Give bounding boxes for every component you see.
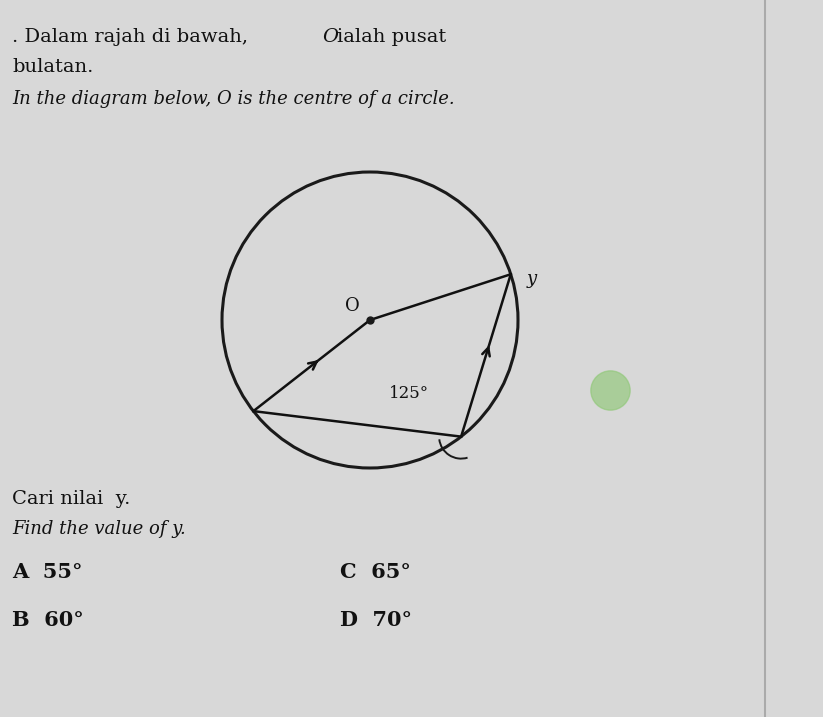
Text: 125°: 125°	[389, 384, 429, 402]
Text: ialah pusat: ialah pusat	[337, 28, 446, 46]
Text: Cari nilai  y.: Cari nilai y.	[12, 490, 130, 508]
Text: . Dalam rajah di bawah,: . Dalam rajah di bawah,	[12, 28, 248, 46]
Text: C  65°: C 65°	[340, 562, 411, 582]
Text: B  60°: B 60°	[12, 610, 84, 630]
Text: y: y	[527, 270, 537, 288]
Text: D  70°: D 70°	[340, 610, 412, 630]
Text: A  55°: A 55°	[12, 562, 82, 582]
Text: In the diagram below, O is the centre of a circle.: In the diagram below, O is the centre of…	[12, 90, 454, 108]
Text: O: O	[345, 297, 360, 315]
Text: Find the value of y.: Find the value of y.	[12, 520, 186, 538]
Text: bulatan.: bulatan.	[12, 58, 93, 76]
Point	[603, 384, 616, 396]
Text: O: O	[322, 28, 338, 46]
